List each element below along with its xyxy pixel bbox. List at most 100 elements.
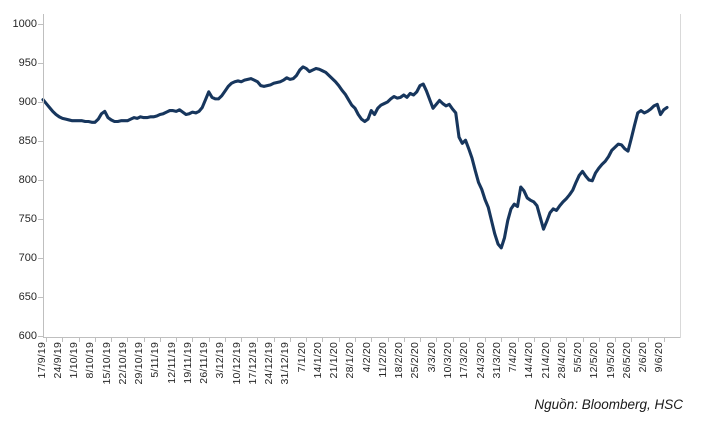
x-axis-tick (224, 337, 226, 342)
x-axis-tick (403, 337, 405, 342)
x-axis-label: 29/10/19 (133, 342, 146, 385)
x-axis-label: 8/10/19 (84, 342, 97, 379)
x-axis-label: 28/4/20 (555, 342, 568, 379)
x-axis-tick (582, 337, 584, 342)
x-axis-label: 22/10/19 (116, 342, 129, 385)
x-axis-tick (533, 337, 535, 342)
x-axis-label: 4/2/20 (360, 342, 373, 373)
x-axis-tick (436, 337, 438, 342)
x-axis-label: 5/5/20 (572, 342, 585, 373)
x-axis-tick (452, 337, 454, 342)
x-axis-label: 31/12/19 (279, 342, 292, 385)
x-axis-tick (354, 337, 356, 342)
x-axis-label: 21/1/20 (328, 342, 341, 379)
x-axis-tick (241, 337, 243, 342)
x-axis-label: 25/2/20 (409, 342, 422, 379)
plot-right-border (680, 14, 681, 338)
x-axis-tick (46, 337, 47, 342)
x-axis-label: 10/3/20 (442, 342, 454, 379)
y-axis-label: 650 (18, 291, 37, 303)
x-axis-label: 17/3/20 (458, 342, 471, 379)
y-axis-tick (38, 219, 43, 220)
x-axis-label: 19/5/20 (604, 342, 617, 379)
x-axis-label: 10/12/19 (230, 342, 243, 385)
y-axis-tick (38, 258, 43, 259)
x-axis (43, 337, 681, 338)
x-axis-label: 12/5/20 (588, 342, 601, 379)
x-axis-tick (647, 337, 649, 342)
index-line (41, 65, 669, 250)
x-axis-tick (322, 337, 324, 342)
y-axis-tick (38, 297, 43, 298)
y-axis-label: 600 (18, 330, 37, 342)
x-axis-label: 24/9/19 (51, 342, 64, 379)
x-axis-label: 19/11/19 (181, 342, 194, 384)
x-axis-tick (94, 337, 96, 342)
x-axis-label: 7/1/20 (295, 342, 308, 373)
x-axis-tick (111, 337, 112, 342)
x-axis-label: 26/5/20 (620, 342, 633, 379)
x-axis-label: 5/11/19 (149, 342, 162, 378)
y-axis-tick (38, 63, 43, 64)
x-axis-label: 17/9/19 (35, 342, 48, 379)
x-axis-label: 24/3/20 (474, 342, 487, 379)
x-axis-tick (485, 337, 486, 342)
x-axis-label: 24/12/19 (263, 342, 276, 385)
x-axis-label: 7/4/20 (507, 342, 520, 373)
x-axis-label: 17/12/19 (246, 342, 259, 385)
y-axis-tick (38, 141, 43, 142)
x-axis-tick (78, 337, 80, 342)
y-axis-tick (38, 336, 43, 337)
x-axis-label: 14/4/20 (523, 342, 536, 379)
x-axis-label: 1/10/19 (68, 342, 81, 379)
x-axis-label: 28/1/20 (344, 342, 357, 379)
y-axis-tick (38, 102, 43, 103)
y-axis-label: 700 (18, 252, 37, 264)
x-axis-tick (420, 337, 421, 342)
x-axis-tick (127, 337, 129, 342)
x-axis-tick (289, 337, 291, 342)
x-axis-tick (192, 337, 194, 342)
x-axis-tick (468, 337, 470, 342)
y-axis-label: 1000 (12, 18, 37, 30)
x-axis-tick (338, 337, 340, 342)
x-axis-label: 11/2/20 (376, 342, 389, 378)
x-axis-label: 26/11/19 (198, 342, 211, 384)
x-axis-tick (257, 337, 259, 342)
x-axis-tick (306, 337, 308, 342)
x-axis-tick (598, 337, 600, 342)
x-axis-label: 21/4/20 (539, 342, 552, 379)
x-axis-label: 9/6/20 (653, 342, 666, 373)
x-axis-tick (631, 337, 633, 342)
x-axis-tick (517, 337, 519, 342)
x-axis-tick (159, 337, 161, 342)
y-axis-label: 750 (18, 213, 37, 225)
y-axis-tick (38, 24, 43, 25)
x-axis-label: 14/1/20 (311, 342, 324, 379)
x-axis-label: 15/10/19 (100, 342, 113, 385)
source-note: Nguồn: Bloomberg, HSC (534, 397, 683, 412)
x-axis-tick (387, 337, 389, 342)
x-axis-tick (62, 337, 64, 342)
x-axis-tick (615, 337, 617, 342)
x-axis-label: 12/11/19 (165, 342, 178, 384)
x-axis-tick (371, 337, 373, 342)
y-axis-label: 950 (18, 57, 37, 69)
x-axis-tick (501, 337, 503, 342)
y-axis-tick (38, 180, 43, 181)
x-axis-tick (273, 337, 275, 342)
x-axis-label: 18/2/20 (393, 342, 406, 379)
y-axis-label: 800 (18, 174, 37, 186)
y-axis-label: 850 (18, 135, 37, 147)
x-axis-tick (176, 337, 178, 342)
x-axis-label: 3/3/20 (425, 342, 438, 373)
x-axis-label: 31/3/20 (490, 342, 503, 379)
y-axis (43, 14, 44, 338)
x-axis-tick (566, 337, 568, 342)
x-axis-tick (208, 337, 210, 342)
x-axis-tick (550, 337, 552, 342)
x-axis-tick (663, 337, 665, 342)
y-axis-label: 900 (18, 96, 37, 108)
x-axis-label: 3/12/19 (214, 342, 227, 379)
